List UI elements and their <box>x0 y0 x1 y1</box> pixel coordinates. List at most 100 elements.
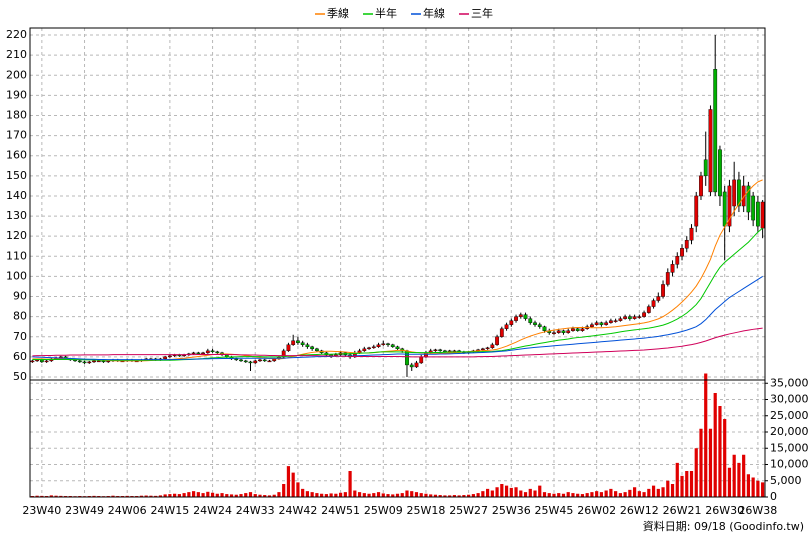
candle-body <box>760 201 765 229</box>
volume-bar <box>253 494 257 497</box>
volume-bar <box>699 428 703 497</box>
volume-bar <box>272 494 276 497</box>
candle-body <box>300 342 305 346</box>
candle-body <box>661 284 665 297</box>
candle-body <box>490 344 495 349</box>
volume-frame <box>29 379 766 498</box>
volume-bar <box>732 454 736 497</box>
volume-bar <box>599 492 604 497</box>
y2-tick-label: 0 <box>770 490 777 503</box>
candle-body <box>561 330 566 333</box>
volume-bar <box>386 494 390 497</box>
y2-tick-label: 20,000 <box>770 425 808 438</box>
volume-bar <box>656 488 660 497</box>
candle-body <box>632 316 637 319</box>
candle-body <box>665 272 670 285</box>
candle-body <box>509 320 514 325</box>
candle-body <box>684 240 689 249</box>
volume-bar <box>595 491 599 497</box>
volume-bar <box>761 482 765 497</box>
volume-bar <box>353 490 357 497</box>
candle-body <box>30 360 35 363</box>
candle-body <box>727 185 732 227</box>
x-tick-label: 24W06 <box>108 504 147 517</box>
volume-bar <box>291 472 295 497</box>
candle-body <box>533 322 537 325</box>
candle-body <box>296 340 300 343</box>
x-tick-label: 26W02 <box>577 504 616 517</box>
y2-tick-label: 10,000 <box>770 458 808 471</box>
volume-bar <box>267 495 272 497</box>
volume-bar <box>282 484 286 497</box>
volume-bar <box>576 493 580 497</box>
volume-bar <box>448 495 452 497</box>
candle-body <box>571 328 575 331</box>
candle-body <box>552 332 556 334</box>
volume-bar <box>163 494 167 497</box>
candle-body <box>608 320 613 323</box>
volume-bar <box>40 495 44 497</box>
volume-bar <box>680 475 684 497</box>
candle-body <box>234 358 239 361</box>
volume-bar <box>751 477 755 497</box>
volume-bar <box>395 493 400 497</box>
volume-bar <box>225 494 229 497</box>
y-tick-label: 80 <box>13 310 27 323</box>
volume-bar <box>301 488 305 497</box>
x-tick-label: 25W36 <box>492 504 531 517</box>
volume-bar <box>500 484 504 497</box>
candle-body <box>618 318 623 321</box>
volume-bar <box>362 493 366 497</box>
legend-label: 年線 <box>423 6 445 20</box>
candle-body <box>215 351 220 354</box>
candle-body <box>371 346 376 349</box>
x-tick-label: 25W27 <box>449 504 488 517</box>
volume-bar <box>338 492 343 497</box>
volume-bar <box>92 495 96 497</box>
volume-bar <box>173 493 177 497</box>
candle-body <box>646 306 651 313</box>
candle-body <box>746 185 751 213</box>
candle-body <box>713 69 718 193</box>
volume-bar <box>737 462 741 497</box>
candle-body <box>651 300 656 307</box>
x-tick-label: 24W33 <box>236 504 275 517</box>
candle-body <box>77 360 82 363</box>
y-tick-label: 160 <box>6 149 27 162</box>
volume-bar <box>329 493 333 497</box>
volume-bar <box>585 493 589 497</box>
candle-body <box>362 348 367 352</box>
candle-body <box>699 175 703 197</box>
volume-bar <box>429 494 433 497</box>
volume-bar <box>215 493 219 497</box>
volume-bar <box>628 489 632 497</box>
y-tick-label: 130 <box>6 209 27 222</box>
volume-bar <box>623 492 627 497</box>
volume-bar <box>182 493 186 497</box>
candle-body <box>310 346 315 350</box>
volume-bar <box>481 491 485 497</box>
volume-bar <box>614 491 618 497</box>
volume-bar <box>144 495 148 497</box>
candle-body <box>390 344 395 348</box>
volume-bar <box>424 493 428 497</box>
volume-bar <box>168 494 172 497</box>
volume-bar <box>462 495 466 497</box>
volume-bar <box>490 490 494 497</box>
volume-bar <box>201 493 205 497</box>
volume-bar <box>746 474 751 497</box>
volume-bar <box>647 488 651 497</box>
candle-body <box>623 316 628 319</box>
candle-body <box>262 359 267 362</box>
x-tick-label: 24W24 <box>193 504 232 517</box>
candle-body <box>689 227 694 241</box>
candle-body <box>523 314 528 319</box>
candle-body <box>680 248 684 257</box>
volume-bar <box>727 467 732 497</box>
candle-body <box>96 360 101 363</box>
y-tick-label: 210 <box>6 48 27 61</box>
volume-bar <box>542 492 547 497</box>
candle-body <box>82 361 87 364</box>
y2-tick-label: 15,000 <box>770 441 808 454</box>
volume-bar <box>343 492 347 497</box>
